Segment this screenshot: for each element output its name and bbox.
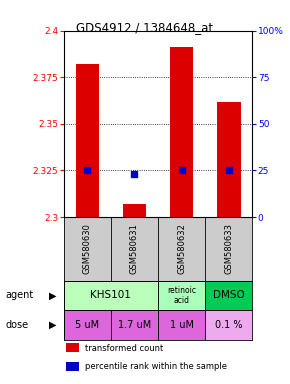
- Text: retinoic
acid: retinoic acid: [167, 286, 196, 305]
- Bar: [111, 310, 158, 339]
- Bar: [123, 204, 146, 217]
- Bar: [205, 310, 252, 339]
- Text: GSM580630: GSM580630: [83, 223, 92, 274]
- Text: 1 uM: 1 uM: [170, 320, 194, 330]
- Bar: [158, 310, 205, 339]
- Bar: [170, 48, 193, 217]
- Text: percentile rank within the sample: percentile rank within the sample: [85, 362, 226, 371]
- Bar: [66, 343, 79, 353]
- Text: GSM580631: GSM580631: [130, 223, 139, 274]
- Bar: [64, 281, 158, 310]
- Text: GSM580633: GSM580633: [224, 223, 233, 274]
- Bar: [64, 310, 111, 339]
- Text: GDS4912 / 1384648_at: GDS4912 / 1384648_at: [77, 21, 213, 34]
- Text: 1.7 uM: 1.7 uM: [118, 320, 151, 330]
- Bar: [205, 281, 252, 310]
- Bar: [158, 281, 205, 310]
- Text: transformed count: transformed count: [85, 344, 163, 353]
- Text: DMSO: DMSO: [213, 290, 244, 300]
- Bar: [76, 64, 99, 217]
- Text: agent: agent: [6, 290, 34, 300]
- Text: ▶: ▶: [49, 320, 57, 330]
- Text: GSM580632: GSM580632: [177, 223, 186, 274]
- Text: KHS101: KHS101: [90, 290, 131, 300]
- Text: ▶: ▶: [49, 290, 57, 300]
- Text: 5 uM: 5 uM: [75, 320, 99, 330]
- Text: dose: dose: [6, 320, 29, 330]
- Bar: [66, 362, 79, 371]
- Text: 0.1 %: 0.1 %: [215, 320, 242, 330]
- Bar: [217, 101, 240, 217]
